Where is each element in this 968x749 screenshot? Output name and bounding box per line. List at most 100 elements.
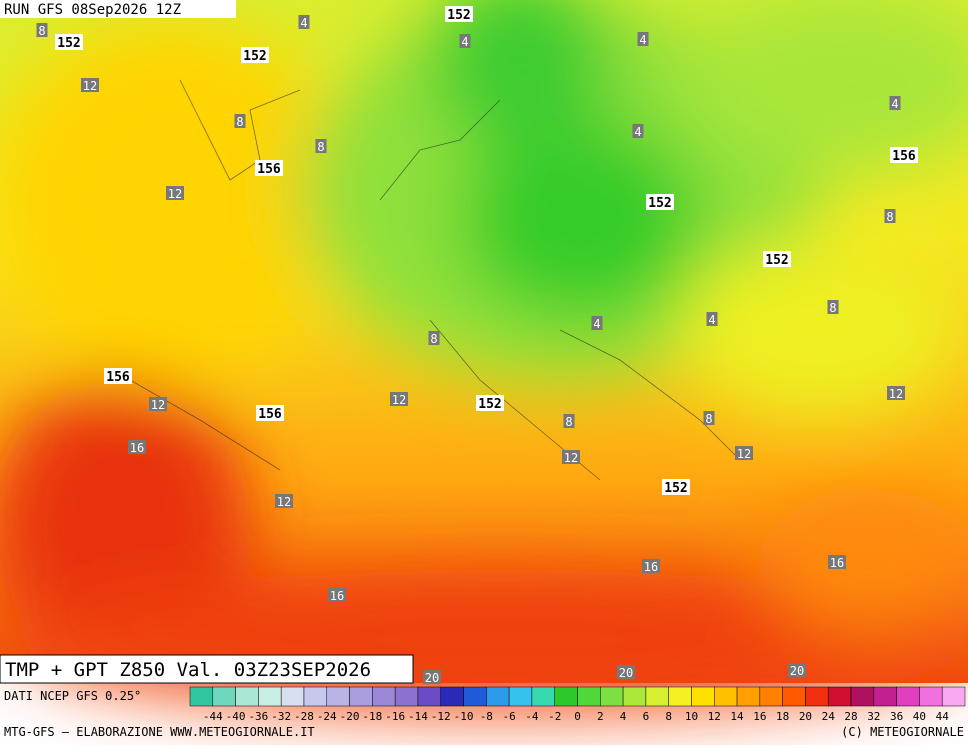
temp-label: 8 xyxy=(236,115,243,129)
scale-cell xyxy=(645,686,669,707)
scale-cell xyxy=(759,686,783,707)
scale-label: -4 xyxy=(525,710,539,723)
height-label-box xyxy=(256,405,284,421)
scale-label: -16 xyxy=(385,710,405,723)
run-label: RUN GFS 08Sep2026 12Z xyxy=(4,2,181,18)
scale-label: -32 xyxy=(271,710,291,723)
temp-label: 8 xyxy=(886,210,893,224)
temp-label-box xyxy=(788,663,806,677)
temp-label-box xyxy=(637,32,649,46)
temp-label-box xyxy=(735,446,753,460)
temp-label: 12 xyxy=(277,495,291,509)
temp-label: 4 xyxy=(593,317,600,331)
height-label: 152 xyxy=(243,49,266,64)
scale-cell xyxy=(873,686,897,707)
scale-cell xyxy=(326,686,350,707)
height-label: 156 xyxy=(106,370,130,385)
temp-label-box xyxy=(275,494,293,508)
scale-label: 2 xyxy=(597,710,604,723)
scale-label: 20 xyxy=(799,710,812,723)
temp-label-box xyxy=(390,392,408,406)
height-label-box xyxy=(763,251,791,267)
temp-label-box xyxy=(428,331,440,345)
height-label-box xyxy=(445,6,473,22)
scale-cell xyxy=(212,686,236,707)
scale-cell xyxy=(668,686,692,707)
map-field xyxy=(0,0,968,710)
scale-label: 0 xyxy=(574,710,581,723)
scale-cell xyxy=(919,686,943,707)
temp-label-box xyxy=(166,186,184,200)
scale-cell xyxy=(303,686,328,707)
temp-label-box xyxy=(827,300,839,314)
temp-label: 20 xyxy=(790,664,804,678)
temp-label-box xyxy=(591,316,603,330)
scale-label: -36 xyxy=(248,710,268,723)
scale-cell xyxy=(805,686,829,707)
temp-label-box xyxy=(149,397,167,411)
height-label: 152 xyxy=(765,253,788,268)
height-label: 152 xyxy=(478,397,501,412)
temp-label: 4 xyxy=(300,16,307,30)
temp-label: 8 xyxy=(430,332,437,346)
scale-cell xyxy=(531,686,555,707)
temp-label-box xyxy=(642,559,660,573)
scale-label: 36 xyxy=(890,710,903,723)
temp-label: 12 xyxy=(737,447,751,461)
scale-label: 24 xyxy=(822,710,836,723)
scale-label: 4 xyxy=(620,710,627,723)
temp-label: 12 xyxy=(151,398,165,412)
temp-label: 8 xyxy=(317,140,324,154)
temp-label: 4 xyxy=(639,33,646,47)
run-box xyxy=(0,0,236,18)
temp-label-box xyxy=(632,124,644,138)
scale-cell xyxy=(349,686,373,707)
map-title: TMP + GPT Z850 Val. 03Z23SEP2026 xyxy=(5,659,371,681)
scale-cell xyxy=(417,686,441,707)
temp-label: 12 xyxy=(83,79,97,93)
height-label-box xyxy=(55,34,83,50)
temp-label-box xyxy=(423,670,441,684)
scale-label: 12 xyxy=(708,710,721,723)
height-label: 156 xyxy=(258,407,282,422)
height-label: 152 xyxy=(648,196,671,211)
scale-label: -18 xyxy=(362,710,382,723)
scale-label: -8 xyxy=(480,710,493,723)
scale-label: 44 xyxy=(936,710,950,723)
temp-label: 20 xyxy=(619,666,633,680)
height-label: 152 xyxy=(447,8,470,23)
scale-cell xyxy=(235,686,259,707)
height-label-box xyxy=(104,368,132,384)
scale-label: 40 xyxy=(913,710,926,723)
scale-cell xyxy=(463,686,487,707)
temp-label: 8 xyxy=(38,24,45,38)
temp-label-box xyxy=(128,440,146,454)
height-label: 156 xyxy=(257,162,281,177)
copyright-label: (C) METEOGIORNALE xyxy=(841,725,964,739)
temp-label-box xyxy=(81,78,99,92)
temp-label: 16 xyxy=(830,556,844,570)
temp-label: 16 xyxy=(130,441,144,455)
scale-label: -14 xyxy=(408,710,428,723)
temp-label: 4 xyxy=(461,35,468,49)
title-box xyxy=(0,654,414,684)
height-label-box xyxy=(476,395,504,411)
temp-label-box xyxy=(315,139,327,153)
scale-cell xyxy=(280,686,305,707)
scale-cell xyxy=(896,686,920,707)
temp-label-box xyxy=(298,15,310,29)
scale-label: 6 xyxy=(643,710,650,723)
temp-label: 4 xyxy=(891,97,898,111)
scale-cell xyxy=(622,686,647,707)
scale-cell xyxy=(258,686,282,707)
temp-label: 16 xyxy=(330,589,344,603)
temp-label-box xyxy=(36,23,48,37)
scale-label: -10 xyxy=(454,710,474,723)
scale-cell xyxy=(714,686,738,707)
height-label-box xyxy=(646,194,674,210)
temp-label-box xyxy=(884,209,896,223)
temp-label: 4 xyxy=(634,125,641,139)
scale-label: 28 xyxy=(844,710,857,723)
source-label: DATI NCEP GFS 0.25° xyxy=(4,689,141,703)
temp-label: 4 xyxy=(708,313,715,327)
